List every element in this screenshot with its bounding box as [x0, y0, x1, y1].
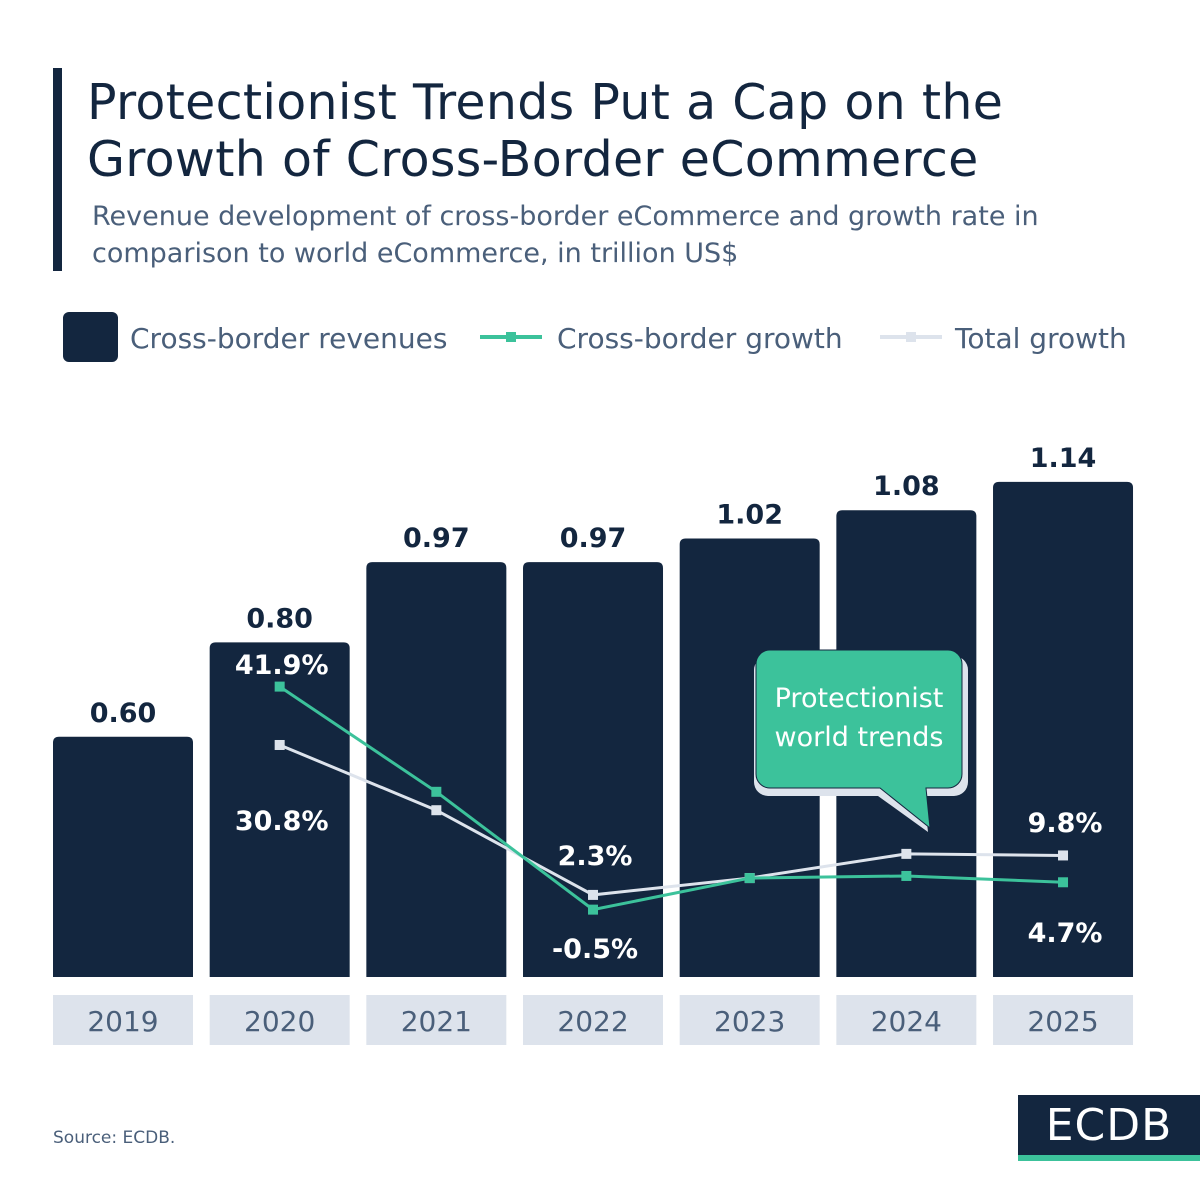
- cross-border-growth-point-2020: [274, 681, 285, 692]
- page-title: Protectionist Trends Put a Cap on the Gr…: [87, 74, 1004, 188]
- category-bg-2024: [836, 995, 977, 1045]
- x-tick-label-2025: 2025: [1027, 1005, 1098, 1038]
- category-bg-2021: [366, 995, 507, 1045]
- cross-border-growth-point-2022: [588, 904, 599, 915]
- total-growth-point-2021: [431, 805, 442, 816]
- x-tick-label-2019: 2019: [87, 1005, 158, 1038]
- total-growth-line: [279, 743, 1064, 897]
- bar-value-label-2023: 1.02: [716, 500, 783, 531]
- category-bg-2019: [53, 995, 193, 1045]
- x-tick-label-2020: 2020: [244, 1005, 315, 1038]
- cross-border-growth-label-2022: -0.5%: [552, 934, 638, 965]
- category-bg-2022: [523, 995, 664, 1045]
- category-bg-2023: [679, 995, 820, 1045]
- legend-label-revenues: Cross-border revenues: [130, 322, 447, 355]
- bar-value-label-2021: 0.97: [403, 523, 470, 554]
- bar-2019: [53, 736, 193, 977]
- source-note: Source: ECDB.: [53, 1128, 176, 1148]
- bar-2022: [523, 562, 664, 977]
- bar-2020: [209, 642, 350, 977]
- title-accent-bar: [53, 68, 62, 271]
- bar-value-label-2020: 0.80: [246, 603, 313, 634]
- callout-text: Protectionist world trends: [775, 683, 944, 753]
- cross-border-growth-label-2025: 4.7%: [1028, 918, 1103, 949]
- cross-border-growth-point-2023: [744, 873, 755, 884]
- legend-marker-total-growth: [906, 332, 916, 342]
- cross-border-growth-label-2020: 41.9%: [235, 650, 329, 681]
- bar-value-label-2025: 1.14: [1030, 443, 1097, 474]
- x-tick-label-2022: 2022: [557, 1005, 628, 1038]
- bar-2025: [993, 481, 1134, 977]
- ecdb-logo: ECDB: [1018, 1095, 1200, 1161]
- legend-label-cross-border-growth: Cross-border growth: [557, 322, 843, 355]
- legend: Cross-border revenues Cross-border growt…: [63, 312, 1127, 362]
- total-growth-label-2022: 2.3%: [558, 841, 633, 872]
- category-bg-2025: [993, 995, 1134, 1045]
- bar-value-label-2022: 0.97: [560, 523, 627, 554]
- total-growth-point-2020: [274, 739, 285, 750]
- bar-value-label-2019: 0.60: [90, 698, 157, 729]
- legend-marker-cross-border-growth: [506, 332, 516, 342]
- x-tick-label-2021: 2021: [401, 1005, 472, 1038]
- total-growth-point-2022: [588, 889, 599, 900]
- page-subtitle: Revenue development of cross-border eCom…: [92, 201, 1039, 269]
- total-growth-label-2025: 9.8%: [1028, 808, 1103, 839]
- cross-border-growth-point-2025: [1058, 877, 1069, 888]
- x-tick-label-2023: 2023: [714, 1005, 785, 1038]
- legend-swatch-revenues: [63, 312, 118, 362]
- total-growth-point-2024: [901, 848, 912, 859]
- x-tick-label-2024: 2024: [871, 1005, 942, 1038]
- total-growth-point-2025: [1058, 850, 1069, 861]
- category-bg-2020: [209, 995, 350, 1045]
- bar-2023: [679, 538, 820, 977]
- cross-border-growth-point-2021: [431, 786, 442, 797]
- legend-label-total-growth: Total growth: [954, 322, 1127, 355]
- total-growth-label-2020: 30.8%: [235, 806, 329, 837]
- cross-border-growth-line: [278, 685, 1064, 912]
- bar-2021: [366, 562, 507, 977]
- cross-border-growth-point-2024: [901, 870, 912, 881]
- bar-value-label-2024: 1.08: [873, 471, 940, 502]
- callout: Protectionist world trends: [754, 649, 968, 832]
